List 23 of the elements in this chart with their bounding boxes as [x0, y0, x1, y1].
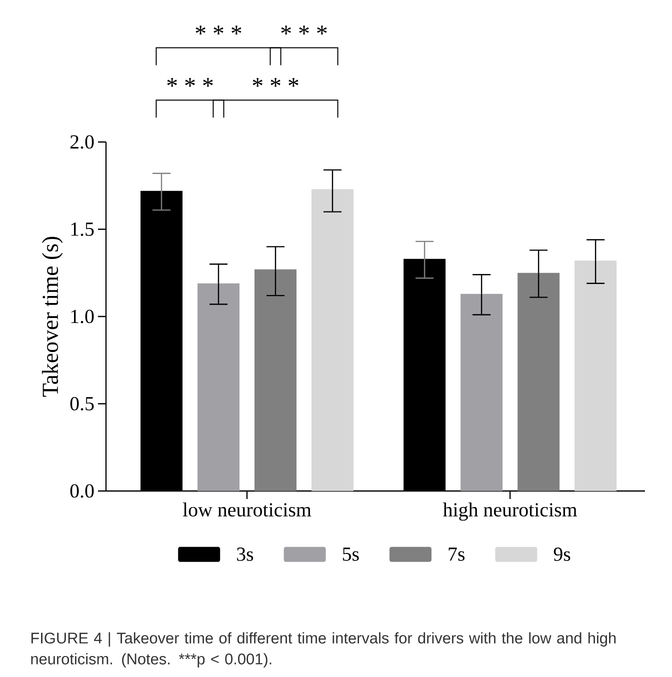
- bar: [460, 294, 503, 491]
- x-tick-label: low neuroticism: [182, 502, 312, 517]
- legend-label: 5s: [342, 548, 359, 561]
- text: * * *: [252, 78, 298, 87]
- x-tick-label: high neuroticism: [443, 502, 577, 521]
- legend-label: 7s: [448, 548, 464, 561]
- bar: [254, 269, 296, 491]
- text: * * *: [167, 78, 213, 87]
- legend-label: 3s: [237, 548, 254, 561]
- text: * * *: [281, 26, 327, 34]
- text: * * *: [196, 26, 242, 34]
- y-tick-label: 0.5: [70, 396, 94, 411]
- bar: [574, 260, 617, 491]
- y-axis-title: Takeover time (s): [42, 236, 63, 397]
- y-tick-label: 1.0: [71, 310, 94, 324]
- y-tick-label: 2.0: [70, 135, 94, 149]
- bar: [518, 272, 560, 491]
- legend-label: 9s: [554, 548, 570, 561]
- bar: [312, 189, 354, 491]
- bar: [198, 283, 240, 491]
- caption: FIGURE 4 | Takeover time of different time intervals for drivers with the low and high neuroticism. (Notes. ***p < 0.001).: [31, 632, 616, 668]
- y-tick-label: 0.0: [70, 484, 94, 498]
- y-tick-label: 1.5: [71, 222, 94, 236]
